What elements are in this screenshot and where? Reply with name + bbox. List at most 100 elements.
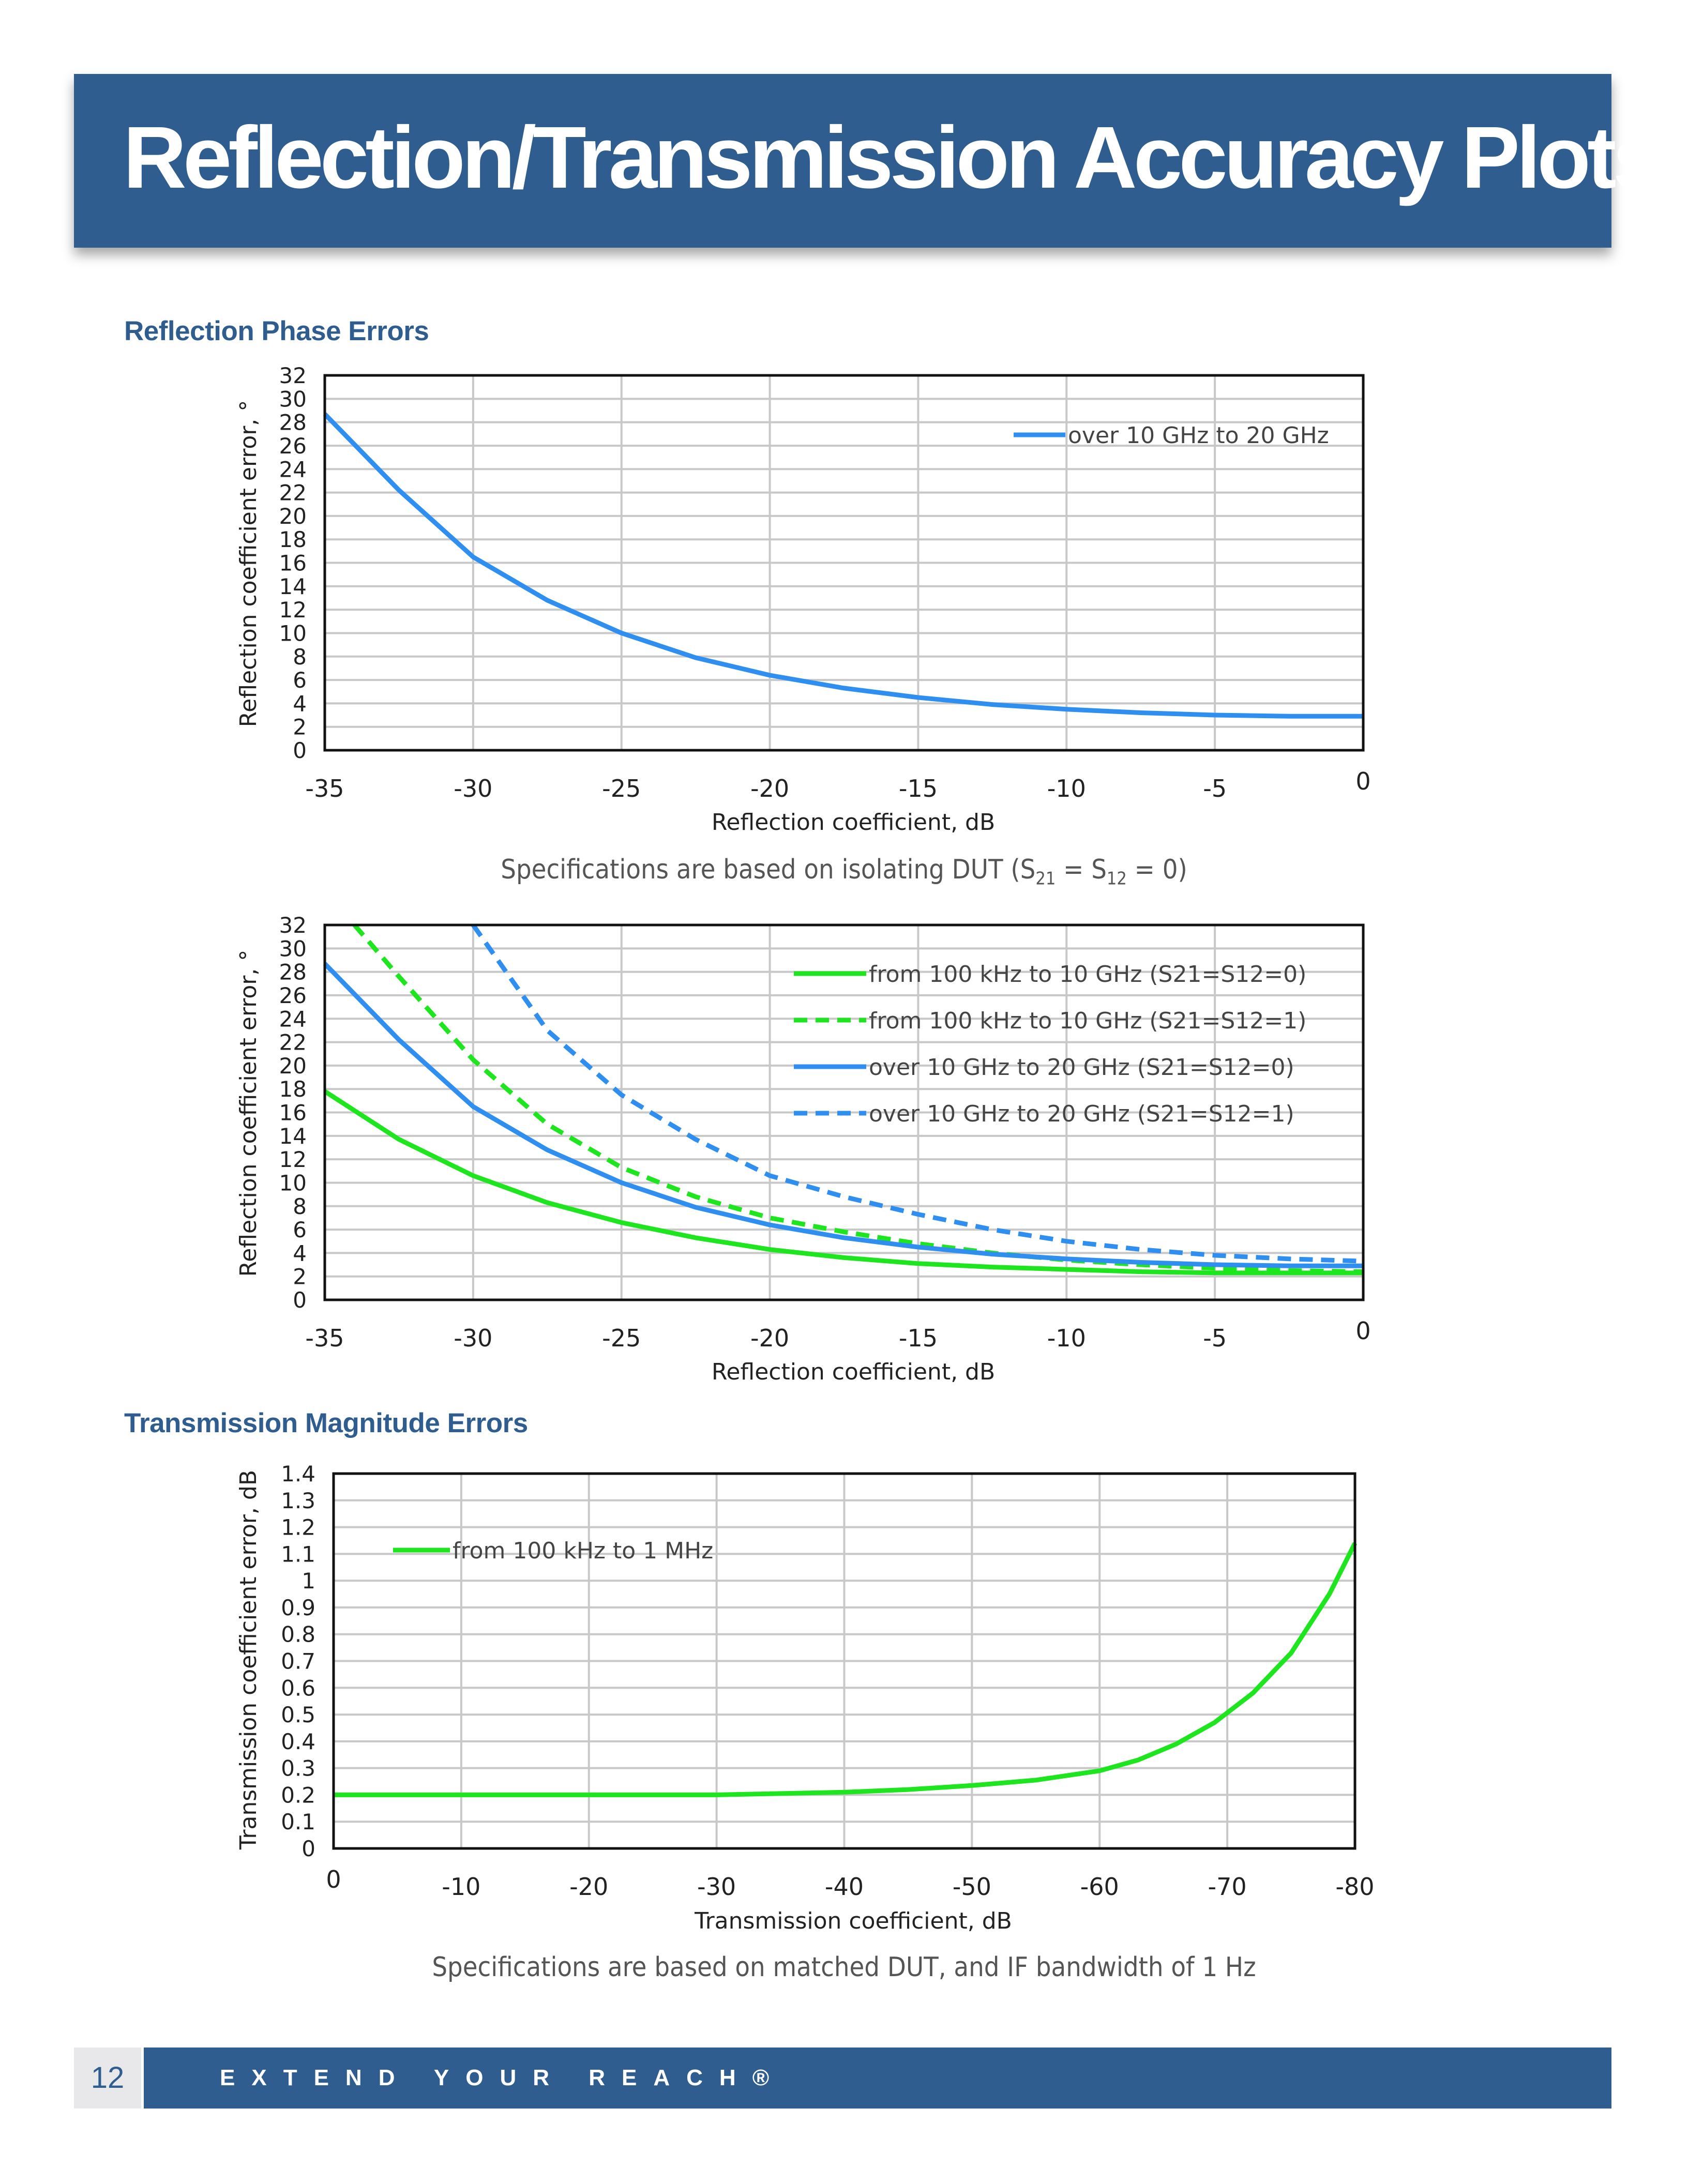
x-tick-label: -30 [454,775,492,802]
x-tick-label: 0 [1355,767,1370,795]
x-tick-label: -30 [454,1324,492,1352]
x-tick-label: -20 [750,1324,789,1352]
x-tick-label: -10 [442,1873,480,1901]
y-tick-label: 22 [279,1030,307,1055]
y-tick-label: 2 [293,715,307,740]
y-tick-label: 24 [279,457,307,482]
y-tick-label: 8 [293,644,307,670]
x-tick-label: -40 [825,1873,864,1901]
x-tick-label: -60 [1080,1873,1119,1901]
y-tick-label: 0.3 [281,1756,315,1781]
x-tick-label: -35 [305,775,344,802]
y-tick-label: 6 [293,1217,307,1242]
plot-frame [323,374,1365,752]
y-tick-label: 1.1 [281,1541,315,1567]
legend-label-3: over 10 GHz to 20 GHz (S21=S12=0) [869,1054,1294,1081]
y-tick-label: 0.6 [281,1675,315,1701]
x-tick-label: -20 [750,775,789,802]
series-line-1 [323,412,1363,719]
y-tick-label: 0.5 [281,1702,315,1727]
x-tick-label: -70 [1208,1873,1247,1901]
x-tick-label: 0 [326,1866,341,1893]
x-tick-label: -5 [1203,1324,1227,1352]
note-matched-dut: Specifications are based on matched DUT,… [432,1952,1256,1983]
y-tick-label: 16 [279,1100,307,1126]
x-tick-label: -80 [1335,1873,1374,1901]
footer-bar: EXTEND YOUR REACH® [144,2048,1611,2109]
y-tick-label: 0.9 [281,1595,315,1620]
y-tick-label: 4 [293,691,307,716]
y-tick-label: 1.2 [281,1515,315,1540]
y-tick-label: 10 [279,620,307,646]
x-tick-label: -15 [899,775,938,802]
x-tick-label: -20 [569,1873,608,1901]
x-tick-label: -50 [953,1873,991,1901]
x-axis-label: Transmission coefficient, dB [694,1908,1012,1934]
y-tick-label: 0.2 [281,1782,315,1808]
x-tick-label: -25 [602,1324,641,1352]
page-number: 12 [74,2048,141,2109]
section-title-reflection: Reflection Phase Errors [124,316,429,346]
y-tick-label: 16 [279,551,307,576]
title-banner: Reflection/Transmission Accuracy Plots [74,74,1662,248]
y-tick-label: 4 [293,1240,307,1266]
series-line-1 [334,1542,1358,1797]
series-line-1 [323,1089,1363,1276]
y-tick-label: 12 [279,597,307,623]
plot-frame [323,923,1365,1301]
y-tick-label: 20 [279,1053,307,1079]
legend-label-1: from 100 kHz to 10 GHz (S21=S12=0) [869,961,1306,988]
series-line-2 [352,923,1364,1275]
x-tick-label: 0 [1355,1317,1370,1345]
y-tick-label: 18 [279,527,307,552]
y-tick-label: 20 [279,504,307,529]
x-tick-label: -30 [697,1873,736,1901]
x-tick-label: -25 [602,775,641,802]
y-tick-label: 14 [279,574,307,599]
y-axis-label: Reflection coefficient error, ° [235,950,262,1277]
y-tick-label: 22 [279,480,307,506]
y-tick-label: 0.8 [281,1622,315,1647]
series-line-3 [323,962,1363,1268]
legend-label-4: over 10 GHz to 20 GHz (S21=S12=1) [869,1101,1294,1127]
legend-label-1: over 10 GHz to 20 GHz [1068,422,1329,449]
x-tick-label: -10 [1047,775,1086,802]
y-tick-label: 1.3 [281,1488,315,1513]
x-tick-label: -15 [899,1324,938,1352]
reflection-phase-chart-1: over 10 GHz to 20 GHz0246810121416182022… [235,363,1371,836]
y-tick-label: 12 [279,1147,307,1172]
y-tick-label: 30 [279,936,307,961]
y-tick-label: 28 [279,410,307,435]
page-title: Reflection/Transmission Accuracy Plots [123,109,1662,207]
y-tick-label: 14 [279,1124,307,1149]
plot-frame [332,1472,1357,1850]
y-tick-label: 26 [279,433,307,459]
y-tick-label: 0.4 [281,1729,315,1754]
reflection-phase-chart-2: from 100 kHz to 10 GHz (S21=S12=0) from 1… [235,913,1371,1385]
y-tick-label: 32 [279,363,307,388]
y-tick-label: 18 [279,1076,307,1102]
y-tick-label: 1 [302,1568,315,1594]
y-axis-label: Transmission coefficient error, dB [235,1470,262,1850]
y-tick-label: 0 [293,1287,307,1313]
y-tick-label: 24 [279,1006,307,1032]
y-tick-label: 0 [302,1836,315,1861]
y-tick-label: 26 [279,983,307,1008]
x-axis-label: Reflection coefficient, dB [712,809,995,836]
legend-label-2: from 100 kHz to 10 GHz (S21=S12=1) [869,1008,1306,1034]
y-tick-label: 2 [293,1264,307,1290]
y-axis-label: Reflection coefficient error, ° [235,400,262,727]
series-line-4 [471,923,1364,1264]
x-tick-label: -10 [1047,1324,1086,1352]
y-tick-label: 6 [293,668,307,693]
x-tick-label: -35 [305,1324,344,1352]
y-tick-label: 0.7 [281,1649,315,1674]
x-axis-label: Reflection coefficient, dB [712,1359,995,1385]
note-isolating-dut: Specifications are based on isolating DU… [501,854,1187,889]
y-tick-label: 0.1 [281,1809,315,1834]
footer-tagline: EXTEND YOUR REACH® [220,2065,786,2090]
note-isolating-dut-text: Specifications are based on isolating DU… [501,854,1003,885]
y-tick-label: 32 [279,913,307,938]
y-tick-label: 8 [293,1194,307,1219]
y-tick-label: 10 [279,1170,307,1195]
